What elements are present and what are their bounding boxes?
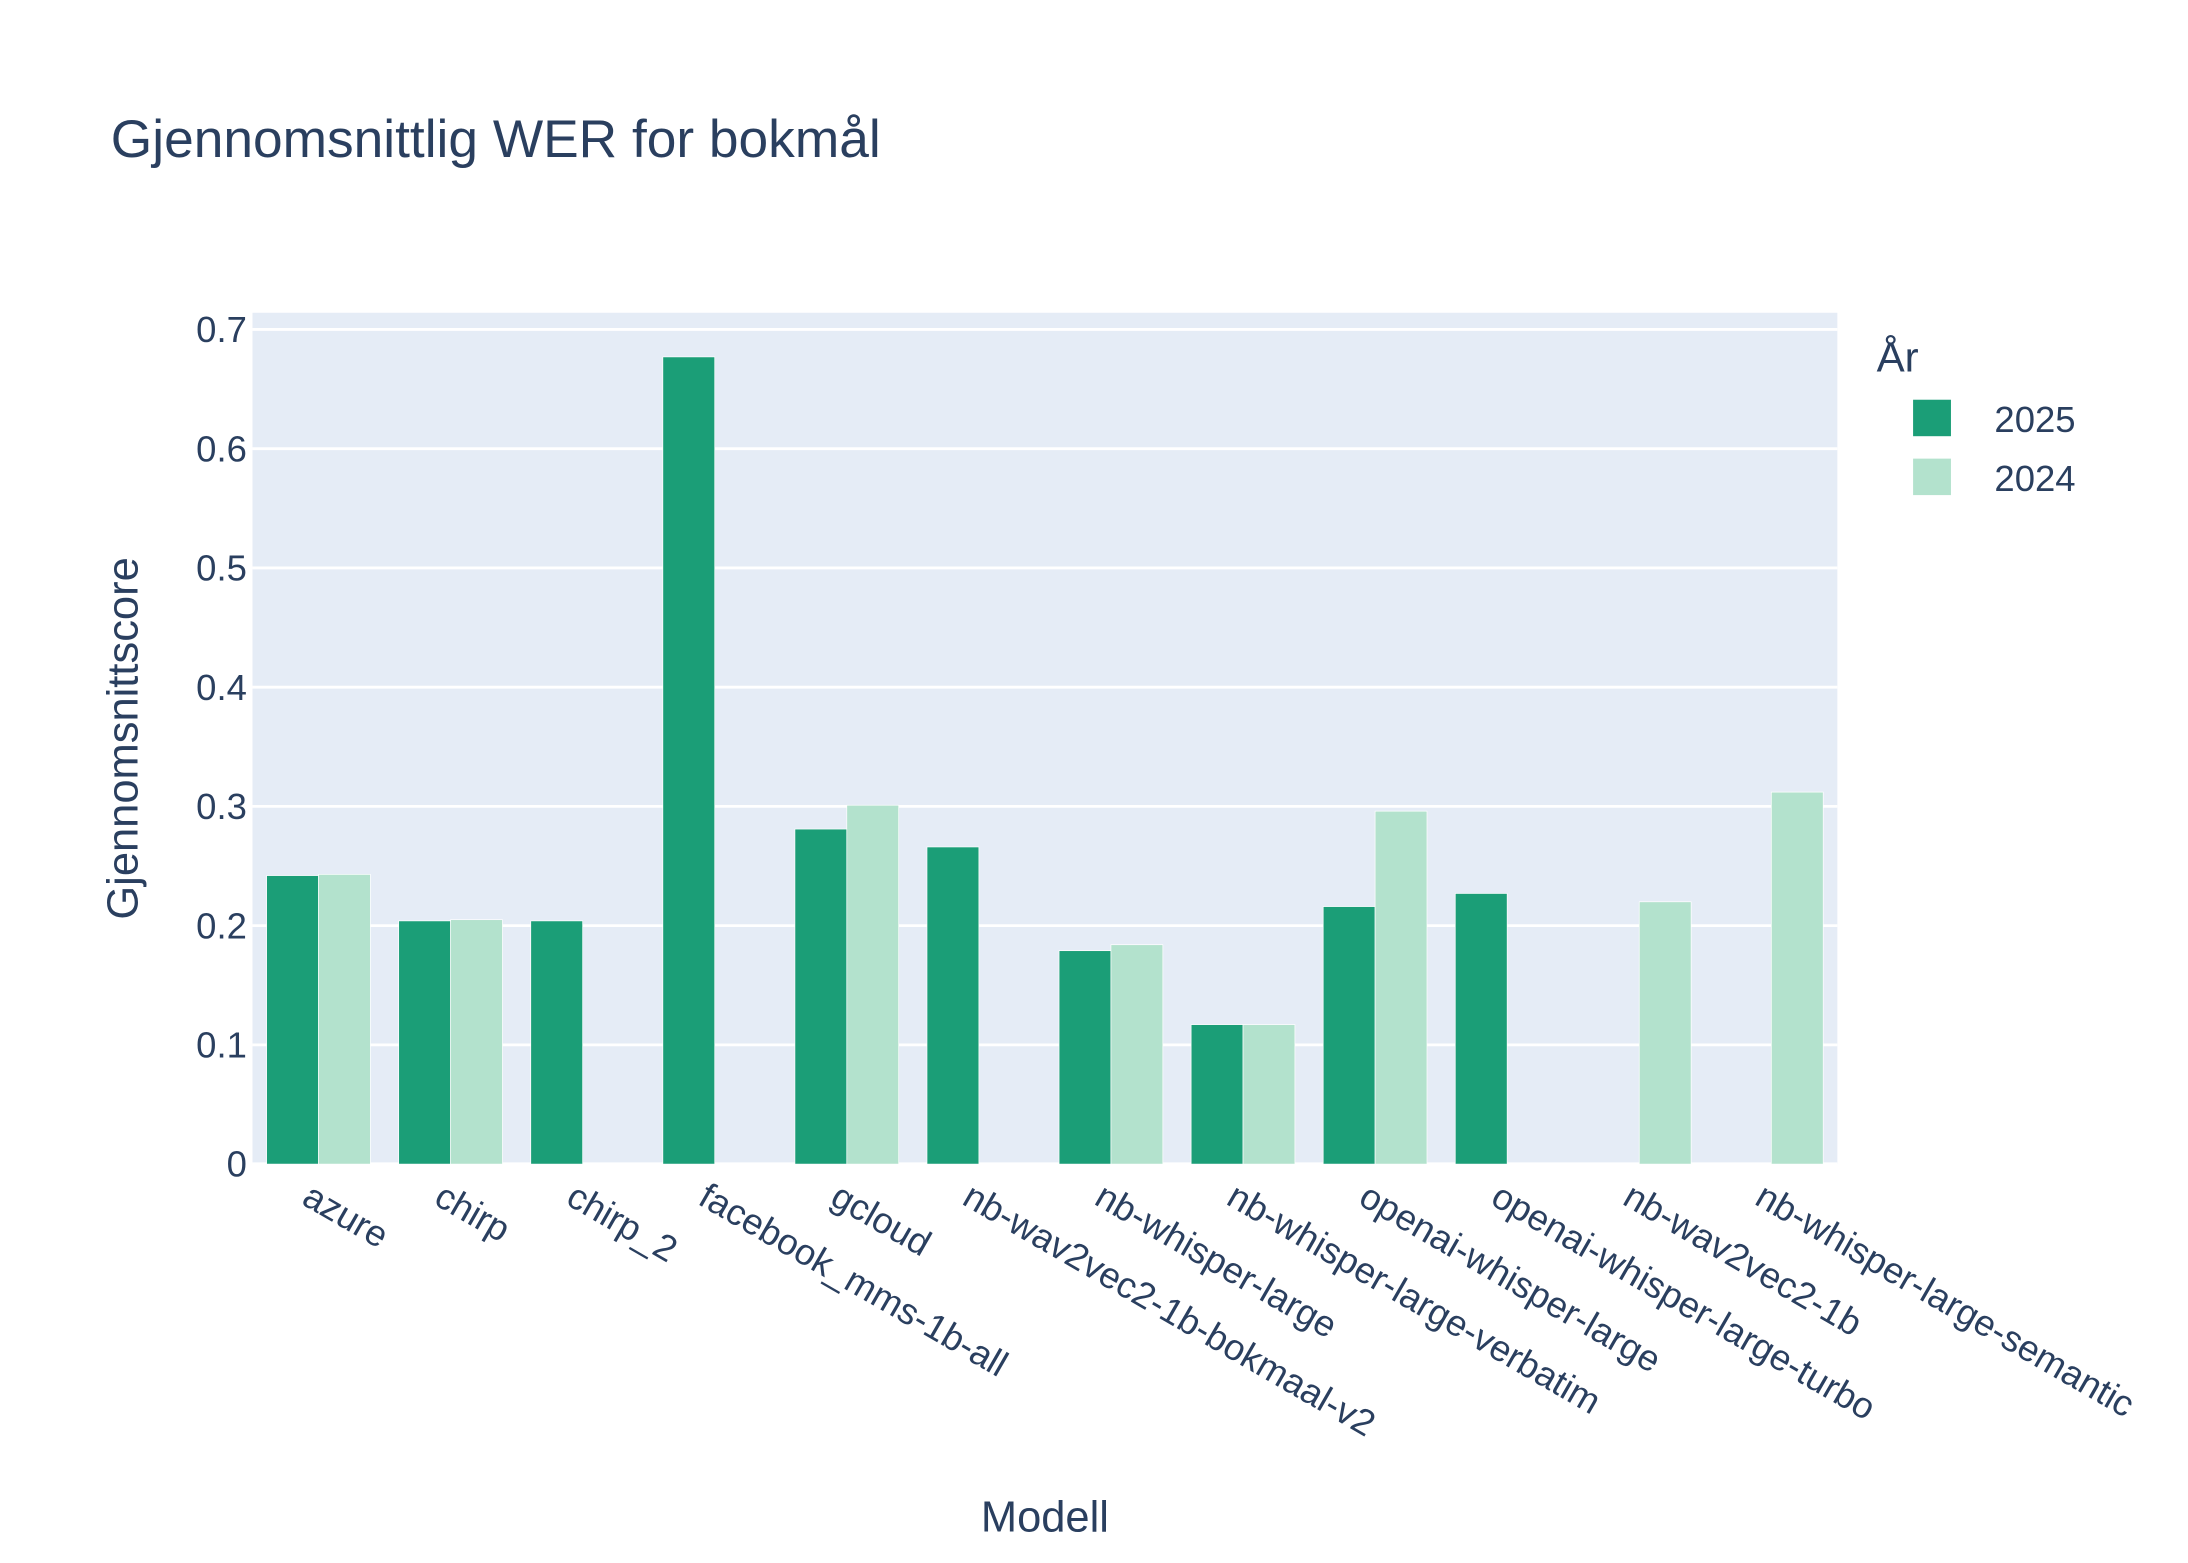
- y-tick-label: 0.4: [196, 667, 247, 708]
- bar-2025-nb-wav2vec2-1b-bokmaal-v2: [926, 846, 980, 1165]
- bar-2024-azure: [318, 874, 371, 1165]
- bar-2025-facebook_mms-1b-all: [662, 356, 716, 1165]
- bar-2025-chirp: [398, 920, 451, 1165]
- y-tick-label: 0.5: [196, 548, 247, 589]
- legend-label-2024: 2024: [1994, 458, 2075, 499]
- bar-2025-nb-whisper-large: [1058, 950, 1112, 1165]
- bar-2025-gcloud: [794, 828, 848, 1165]
- legend-item-2024[interactable]: 2024: [1913, 458, 2076, 499]
- bar-2025-chirp_2: [530, 920, 584, 1165]
- bar-2025-openai-whisper-large: [1322, 906, 1376, 1165]
- legend-title: År: [1877, 334, 1919, 381]
- y-axis-title: Gjennomsnittscore: [99, 557, 147, 919]
- y-tick-label: 0.2: [196, 905, 247, 946]
- y-tick-label: 0.7: [196, 309, 247, 350]
- bar-2025-azure: [266, 875, 319, 1165]
- bar-2024-nb-whisper-large-semantic: [1770, 791, 1824, 1165]
- bar-2024-gcloud: [846, 804, 900, 1165]
- bar-2024-chirp: [450, 919, 503, 1165]
- bar-2024-openai-whisper-large: [1374, 810, 1428, 1165]
- x-axis-title: Modell: [981, 1494, 1109, 1542]
- legend: År 2025 2024: [1877, 334, 2076, 499]
- bar-2025-nb-whisper-large-verbatim: [1190, 1024, 1244, 1165]
- y-axis-ticks: 0 0.1 0.2 0.3 0.4 0.5 0.6 0.7: [196, 309, 247, 1185]
- y-tick-label: 0.3: [196, 786, 247, 827]
- bar-2024-nb-wav2vec2-1b: [1638, 901, 1692, 1165]
- y-tick-label: 0: [227, 1144, 247, 1185]
- bar-2025-openai-whisper-large-turbo: [1454, 893, 1508, 1165]
- legend-item-2025[interactable]: 2025: [1913, 399, 2076, 440]
- legend-swatch-2025: [1913, 399, 1951, 437]
- chart-title: Gjennomsnittlig WER for bokmål: [111, 110, 881, 169]
- bars: [266, 356, 1824, 1165]
- plot-background: [252, 312, 1838, 1165]
- bar-2024-nb-whisper-large: [1110, 944, 1164, 1165]
- legend-swatch-2024: [1913, 458, 1951, 496]
- bar-2024-nb-whisper-large-verbatim: [1242, 1024, 1296, 1165]
- gridlines: [252, 328, 1838, 1166]
- legend-label-2025: 2025: [1994, 399, 2075, 440]
- plot-area: [252, 312, 1838, 1166]
- y-tick-label: 0.1: [196, 1025, 247, 1066]
- y-tick-label: 0.6: [196, 428, 247, 469]
